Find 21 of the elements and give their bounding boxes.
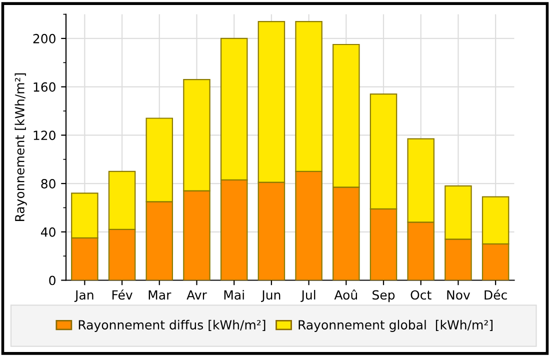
y-tick-label: 120 <box>34 130 56 140</box>
x-tick-label: Oct <box>410 290 432 300</box>
legend-label: Rayonnement global [kWh/m²] <box>298 320 492 332</box>
y-tick-label: 80 <box>41 179 56 188</box>
x-tick-label: Nov <box>447 290 470 300</box>
x-tick-label: Jun <box>261 290 280 302</box>
x-tick-label: Jan <box>74 290 94 302</box>
x-tick-label: Mai <box>224 290 244 300</box>
x-tick-label: Déc <box>484 289 507 300</box>
y-tick-label: 40 <box>40 227 56 237</box>
x-tick-label: Mar <box>148 290 172 300</box>
x-tick-label: Aoû <box>334 289 357 300</box>
y-axis-title: Rayonnement [kWh/m²] <box>14 73 27 222</box>
legend-label: Rayonnement diffus [kWh/m²] <box>78 320 266 332</box>
y-tick-label: 0 <box>49 276 56 286</box>
x-tick-label: Jul <box>300 290 316 302</box>
y-tick-label: 160 <box>34 82 56 92</box>
x-tick-label: Fév <box>112 289 132 300</box>
x-tick-label: Avr <box>186 290 207 300</box>
y-tick-label: 200 <box>33 34 56 44</box>
x-tick-label: Sep <box>372 290 395 302</box>
